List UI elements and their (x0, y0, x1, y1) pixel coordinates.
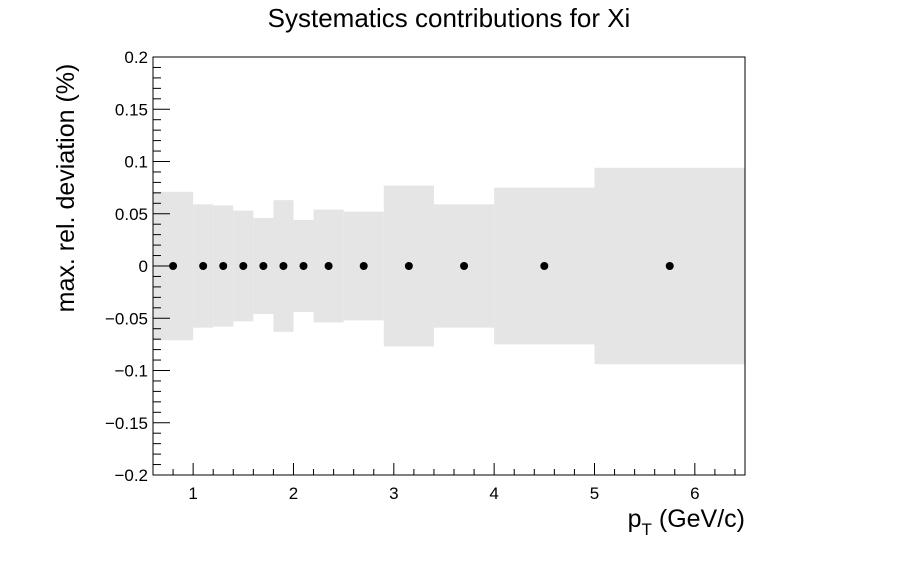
y-tick-label: 0.05 (115, 205, 148, 224)
y-axis-title: max. rel. deviation (%) (52, 64, 80, 313)
systematic-bands (153, 167, 745, 365)
axis-ticks (152, 56, 736, 476)
data-point-3 (219, 262, 228, 270)
x-tick-label: 3 (389, 484, 398, 503)
data-point-6 (279, 262, 288, 270)
x-tick-label: 2 (289, 484, 298, 503)
data-point-13 (665, 262, 674, 270)
x-tick-label: 1 (188, 484, 197, 503)
data-point-9 (359, 262, 368, 270)
y-tick-label: −0.2 (114, 466, 148, 485)
y-tick-label: 0.2 (124, 48, 148, 67)
y-tick-label: −0.05 (105, 309, 148, 328)
data-point-2 (199, 262, 208, 270)
x-axis-title-main: p (628, 505, 642, 533)
x-tick-label: 4 (489, 484, 498, 503)
y-tick-label: 0.15 (115, 100, 148, 119)
y-tick-label: −0.1 (114, 362, 148, 381)
y-tick-label: 0.1 (124, 153, 148, 172)
y-tick-label: 0 (139, 257, 148, 276)
data-point-7 (299, 262, 308, 270)
data-points (169, 262, 674, 270)
data-point-12 (540, 262, 549, 270)
x-axis-title-subscript: T (642, 520, 652, 539)
x-tick-label: 5 (590, 484, 599, 503)
data-point-4 (239, 262, 248, 270)
x-tick-label: 6 (690, 484, 699, 503)
x-tick-labels: 1 2 3 4 5 6 (188, 484, 699, 503)
data-point-1 (169, 262, 178, 270)
x-axis-title-unit: (GeV/c) (652, 505, 745, 533)
data-point-5 (259, 262, 268, 270)
data-point-10 (404, 262, 413, 270)
y-tick-labels: −0.2 −0.15 −0.1 −0.05 0 0.05 0.1 0.15 0.2 (105, 48, 148, 485)
y-tick-label: −0.15 (105, 414, 148, 433)
x-axis-title: pT (GeV/c) (628, 505, 745, 539)
plot-frame (152, 56, 746, 476)
data-point-11 (460, 262, 469, 270)
chart-title: Systematics contributions for Xi (268, 3, 631, 33)
data-point-8 (324, 262, 333, 270)
